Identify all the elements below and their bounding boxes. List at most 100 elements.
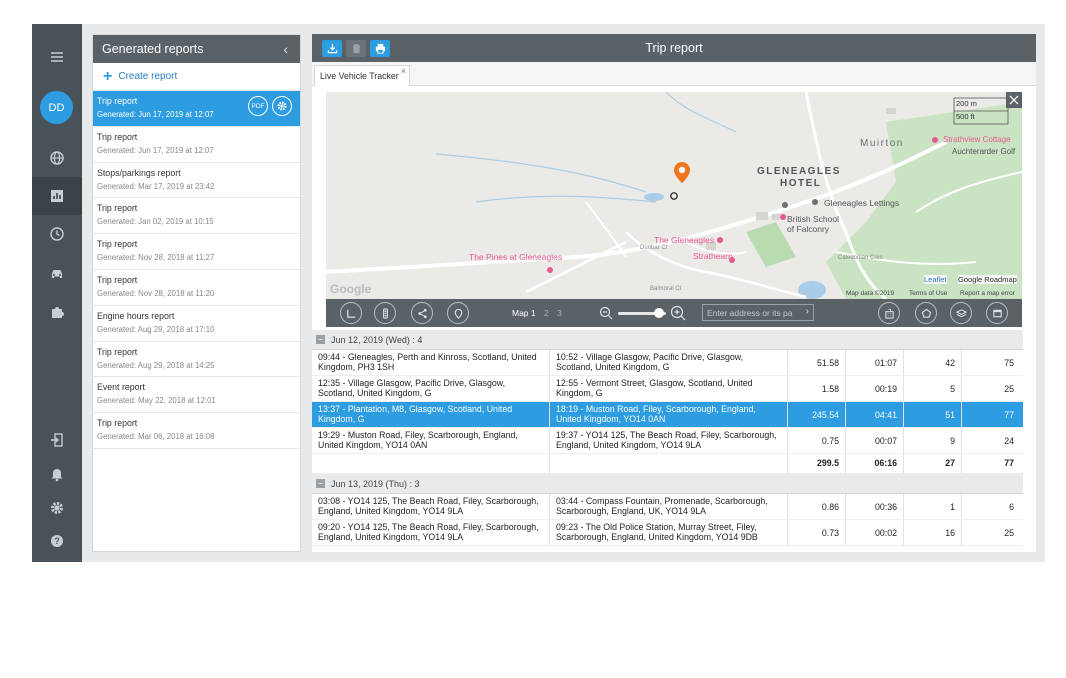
report-generated-date: Generated: May 22, 2018 at 12:01	[97, 396, 216, 406]
collapse-icon[interactable]: −	[316, 479, 325, 488]
map-tabs: Map 1 2 3	[512, 308, 562, 318]
table-row[interactable]: 03:08 - YO14 125, The Beach Road, Filey,…	[312, 494, 1023, 520]
gear-icon	[277, 101, 287, 111]
buildings-icon	[884, 308, 894, 319]
map-tab-1[interactable]: Map 1	[512, 308, 536, 318]
vehicle-icon[interactable]	[32, 255, 82, 293]
total-spacer	[550, 454, 788, 473]
download-button[interactable]	[322, 40, 342, 57]
location-button[interactable]	[447, 302, 469, 324]
report-title: Trip report	[97, 346, 138, 357]
geofence-button[interactable]	[915, 302, 937, 324]
map-label-british-school-2: of Falconry	[787, 224, 830, 234]
total-max-speed-cell: 77	[1004, 458, 1014, 468]
table-group-header[interactable]: − Jun 12, 2019 (Wed) : 4	[312, 330, 1023, 350]
create-report-button[interactable]: + Create report	[93, 63, 300, 91]
map-tab-2[interactable]: 2	[544, 308, 549, 318]
terms-link[interactable]: Terms of Use	[909, 290, 948, 297]
zoom-out-icon[interactable]	[599, 306, 613, 320]
table-row[interactable]: 09:20 - YO14 125, The Beach Road, Filey,…	[312, 520, 1023, 546]
report-settings-button[interactable]	[272, 96, 292, 116]
collapse-icon[interactable]: −	[316, 335, 325, 344]
table-group-header[interactable]: − Jun 13, 2019 (Thu) : 3	[312, 474, 1023, 494]
avg-speed-cell: 5	[904, 376, 962, 401]
clock-icon[interactable]	[32, 215, 82, 253]
report-list-item[interactable]: Trip report Generated: Aug 29, 2018 at 14…	[93, 342, 300, 378]
report-list-item[interactable]: Trip report Generated: Nov 28, 2018 at 11…	[93, 270, 300, 306]
page-title: Trip report	[645, 41, 703, 55]
report-list-item[interactable]: Event report Generated: May 22, 2018 at 1…	[93, 377, 300, 414]
traffic-button[interactable]	[374, 302, 396, 324]
table-row[interactable]: 09:44 - Gleneagles, Perth and Kinross, S…	[312, 350, 1023, 376]
report-list-item[interactable]: Trip report Generated: Jun 17, 2019 at 12…	[93, 91, 300, 127]
zoom-in-icon[interactable]	[670, 305, 686, 321]
buildings-button[interactable]	[878, 302, 900, 324]
report-list-item[interactable]: Trip report Generated: Jan 02, 2019 at 10…	[93, 198, 300, 235]
delete-button[interactable]	[346, 40, 366, 57]
report-list-item[interactable]: Trip report Generated: Jun 17, 2019 at 12…	[93, 127, 300, 163]
report-title: Event report	[97, 382, 145, 393]
trip-start-cell: 03:08 - YO14 125, The Beach Road, Filey,…	[312, 494, 550, 519]
bell-icon[interactable]	[32, 455, 82, 493]
report-list-item[interactable]: Trip report Generated: Mar 06, 2018 at 16…	[93, 413, 300, 449]
layers-button[interactable]	[950, 302, 972, 324]
chevron-left-icon[interactable]: ‹	[283, 41, 288, 57]
traffic-light-icon	[382, 307, 388, 319]
report-title: Trip report	[97, 96, 138, 106]
trip-start-cell: 13:37 - Plantation, M8, Glasgow, Scotlan…	[312, 402, 550, 427]
tab-label: Live Vehicle Tracker	[320, 71, 399, 81]
download-icon	[327, 43, 337, 54]
avg-speed-cell: 1	[904, 494, 962, 519]
gear-icon[interactable]	[32, 489, 82, 527]
puzzle-icon[interactable]	[32, 293, 82, 331]
report-generated-date: Generated: Mar 06, 2018 at 16:08	[97, 432, 215, 442]
map-label-dunbar: Dunbar Ct	[640, 245, 668, 251]
avg-speed-cell: 42	[904, 350, 962, 375]
zoom-slider-handle[interactable]	[654, 308, 664, 318]
chevron-right-icon[interactable]: ›	[805, 306, 809, 317]
help-icon[interactable]: ?	[32, 522, 82, 560]
mileage-cell: 1.58	[788, 376, 846, 401]
report-list-item[interactable]: Stops/parkings report Generated: Mar 17, …	[93, 163, 300, 199]
share-button[interactable]	[411, 302, 433, 324]
leaflet-link[interactable]: Leaflet	[924, 275, 947, 284]
tab-live-vehicle-tracker[interactable]: Live Vehicle Tracker ×	[314, 65, 410, 86]
fullscreen-button[interactable]	[986, 302, 1008, 324]
map-view[interactable]: 200 m 500 ft Muirton Strathview Cottage …	[326, 92, 1022, 299]
print-button[interactable]	[370, 40, 390, 57]
report-list-item[interactable]: Engine hours report Generated: Aug 29, 20…	[93, 306, 300, 342]
table-row[interactable]: 12:35 - Village Glasgow, Pacific Drive, …	[312, 376, 1023, 402]
report-error-link[interactable]: Report a map error	[960, 290, 1015, 297]
mileage-cell: 0.73	[788, 520, 846, 545]
close-icon[interactable]: ×	[400, 66, 406, 76]
trip-table: − Jun 12, 2019 (Wed) : 4 09:44 - Gleneagle…	[312, 330, 1023, 546]
max-speed-cell: 25	[1004, 384, 1014, 394]
zoom-slider[interactable]	[618, 312, 666, 315]
trip-end-cell: 10:52 - Village Glasgow, Pacific Drive, …	[550, 350, 788, 375]
map-label-auchterarder: Auchterarder Golf	[952, 147, 1016, 156]
svg-text:?: ?	[54, 536, 60, 546]
mileage-cell: 245.54	[788, 402, 846, 427]
address-search-input[interactable]: Enter address or its pa ›	[702, 304, 814, 321]
globe-icon[interactable]	[32, 139, 82, 177]
map-tab-3[interactable]: 3	[557, 308, 562, 318]
pdf-export-button[interactable]: PDF	[248, 96, 268, 116]
avg-speed-cell: 16	[904, 520, 962, 545]
map-label-gleneagles-hotel-1: GLENEAGLES	[757, 166, 841, 177]
table-row[interactable]: 13:37 - Plantation, M8, Glasgow, Scotlan…	[312, 402, 1023, 428]
map-label-gleneagles-hotel-2: HOTEL	[780, 178, 822, 189]
map-label-the-gleneagles: The Gleneagles	[654, 235, 715, 245]
report-list-item[interactable]: Trip report Generated: Nov 28, 2018 at 11…	[93, 234, 300, 270]
trip-start-cell: 12:35 - Village Glasgow, Pacific Drive, …	[312, 376, 550, 401]
menu-icon[interactable]	[32, 38, 82, 76]
avatar[interactable]: DD	[40, 91, 73, 124]
table-row[interactable]: 19:29 - Muston Road, Filey, Scarborough,…	[312, 428, 1023, 454]
logout-icon[interactable]	[32, 421, 82, 459]
max-speed-cell: 6	[1009, 502, 1014, 512]
avg-speed-cell: 51	[904, 402, 962, 427]
map-background	[326, 92, 1022, 299]
reports-icon[interactable]	[32, 177, 82, 215]
report-list: Trip report Generated: Jun 17, 2019 at 12…	[93, 91, 300, 449]
report-generated-date: Generated: Mar 17, 2019 at 23:42	[97, 181, 215, 191]
ruler-button[interactable]	[340, 302, 362, 324]
